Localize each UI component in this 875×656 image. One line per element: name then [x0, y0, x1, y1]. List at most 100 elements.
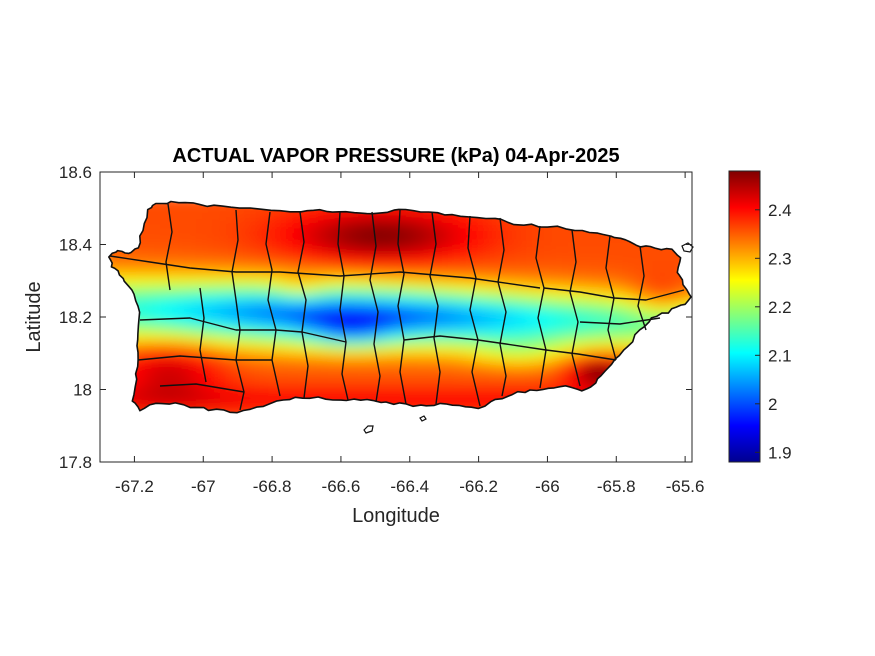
field-cell [562, 321, 569, 328]
y-tick-label: 18 [73, 381, 92, 400]
field-cell [394, 261, 401, 268]
field-cell [532, 357, 539, 364]
field-cell [256, 285, 263, 292]
field-cell [550, 339, 557, 346]
field-cell [166, 237, 173, 244]
x-tick-label: -67.2 [115, 477, 154, 496]
field-cell [364, 279, 371, 286]
field-cell [478, 363, 485, 370]
field-cell [328, 315, 335, 322]
field-cell [244, 387, 251, 394]
field-cell [472, 225, 479, 232]
field-cell [226, 219, 233, 226]
field-cell [136, 351, 143, 358]
field-cell [328, 339, 335, 346]
field-cell [532, 339, 539, 346]
field-cell [316, 237, 323, 244]
field-cell [574, 327, 581, 334]
field-cell [328, 243, 335, 250]
field-cell [400, 243, 407, 250]
field-cell [220, 261, 227, 268]
field-cell [598, 273, 605, 280]
field-cell [172, 387, 179, 394]
field-cell [478, 237, 485, 244]
field-cell [514, 237, 521, 244]
field-cell [412, 327, 419, 334]
field-cell [622, 327, 629, 334]
field-cell [526, 375, 533, 382]
field-cell [304, 285, 311, 292]
field-cell [142, 351, 149, 358]
field-cell [244, 297, 251, 304]
field-cell [496, 231, 503, 238]
field-cell [370, 327, 377, 334]
field-cell [538, 291, 545, 298]
field-cell [178, 267, 185, 274]
field-cell [616, 315, 623, 322]
field-cell [382, 273, 389, 280]
field-cell [562, 339, 569, 346]
field-cell [280, 237, 287, 244]
field-cell [436, 399, 443, 406]
field-cell [256, 207, 263, 214]
field-cell [448, 387, 455, 394]
field-cell [388, 267, 395, 274]
field-cell [238, 273, 245, 280]
field-cell [292, 279, 299, 286]
field-cell [400, 363, 407, 370]
field-cell [208, 387, 215, 394]
field-cell [556, 249, 563, 256]
field-cell [376, 231, 383, 238]
field-cell [262, 243, 269, 250]
field-cell [382, 243, 389, 250]
field-cell [496, 327, 503, 334]
field-cell [442, 267, 449, 274]
field-cell [472, 291, 479, 298]
field-cell [388, 249, 395, 256]
field-cell [280, 351, 287, 358]
field-cell [598, 249, 605, 256]
field-cell [376, 267, 383, 274]
field-cell [430, 357, 437, 364]
field-cell [370, 381, 377, 388]
field-cell [316, 225, 323, 232]
field-cell [502, 393, 509, 400]
field-cell [568, 339, 575, 346]
field-cell [424, 243, 431, 250]
field-cell [580, 363, 587, 370]
municipality-boundary [369, 211, 381, 403]
field-cell [352, 273, 359, 280]
field-cell [430, 375, 437, 382]
field-cell [238, 219, 245, 226]
field-cell [394, 363, 401, 370]
field-cell [256, 339, 263, 346]
field-cell [496, 237, 503, 244]
field-cell [616, 345, 623, 352]
field-cell [412, 267, 419, 274]
field-cell [148, 291, 155, 298]
field-cell [202, 345, 209, 352]
field-cell [496, 375, 503, 382]
field-cell [148, 213, 155, 220]
field-cell [148, 249, 155, 256]
field-cell [316, 303, 323, 310]
field-cell [694, 195, 701, 202]
field-cell [280, 321, 287, 328]
field-cell [268, 393, 275, 400]
field-cell [256, 309, 263, 316]
field-cell [196, 267, 203, 274]
field-cell [226, 237, 233, 244]
field-cell [136, 339, 143, 346]
field-cell [430, 297, 437, 304]
field-cell [220, 321, 227, 328]
field-cell [226, 285, 233, 292]
field-cell [610, 339, 617, 346]
field-cell [376, 351, 383, 358]
field-cell [184, 369, 191, 376]
field-cell [250, 249, 257, 256]
field-cell [550, 381, 557, 388]
field-cell [394, 297, 401, 304]
field-cell [322, 351, 329, 358]
x-tick-label: -66.8 [253, 477, 292, 496]
field-cell [256, 321, 263, 328]
